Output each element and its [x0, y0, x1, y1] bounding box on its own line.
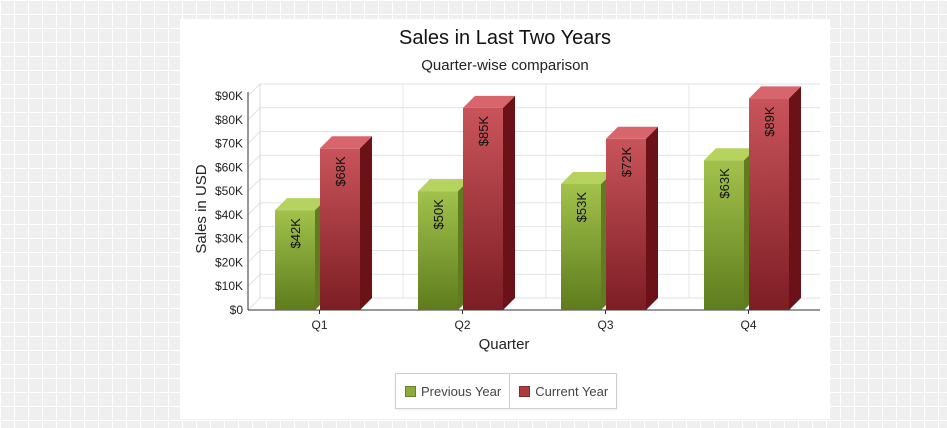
chart-title: Sales in Last Two Years	[399, 27, 611, 49]
bar-side	[789, 86, 801, 310]
grid-line-side	[247, 297, 261, 311]
y-axis-title: Sales in USD	[193, 164, 210, 253]
x-tick-label: Q1	[311, 318, 327, 332]
legend-swatch-previous-year	[405, 385, 416, 397]
y-tick-label: $10K	[215, 279, 243, 293]
grid-line-side	[247, 202, 261, 216]
bar-front	[749, 98, 789, 310]
bar-side	[503, 95, 515, 310]
bar-q2-previous-year: $50K	[418, 179, 470, 310]
bar-front	[463, 107, 503, 310]
grid-line-side	[247, 107, 261, 121]
legend-item-current-year[interactable]: Current Year	[509, 374, 616, 408]
y-tick-label: $80K	[215, 113, 243, 127]
legend: Previous Year Current Year	[395, 373, 618, 409]
y-tick-label: $90K	[215, 89, 243, 103]
bars: $42K $68K $50K $85K $53K $72K $63K $89K	[275, 86, 801, 310]
bar-q4-current-year: $89K	[749, 86, 801, 310]
y-tick-label: $60K	[215, 160, 243, 174]
data-label: $53K	[574, 192, 589, 223]
data-label: $72K	[619, 146, 634, 177]
bar-top	[749, 86, 801, 99]
grid-line-side	[247, 250, 261, 263]
bar-q4-previous-year: $63K	[704, 148, 756, 310]
data-label: $42K	[288, 218, 303, 249]
bar-front	[320, 148, 360, 310]
bar-q3-previous-year: $53K	[561, 171, 613, 310]
grid-line-side	[247, 226, 261, 240]
x-axis-ticks: Q1 Q2 Q3 Q4	[311, 310, 757, 332]
data-label: $89K	[762, 106, 777, 137]
legend-label-current-year: Current Year	[535, 383, 609, 399]
grid-line-side	[247, 273, 261, 287]
chart-subtitle: Quarter-wise comparison	[421, 57, 589, 74]
chart-panel: Sales in Last Two Years Quarter-wise com…	[180, 19, 830, 419]
bar-q1-current-year: $68K	[320, 136, 372, 310]
bar-side	[360, 136, 372, 310]
bar-top	[320, 136, 372, 149]
y-tick-label: $70K	[215, 137, 243, 151]
bar-top	[275, 198, 327, 211]
bar-front	[418, 191, 458, 310]
grid-line-side	[247, 154, 261, 168]
grid-line-side	[247, 83, 261, 97]
y-tick-label: $40K	[215, 208, 243, 222]
bar-front	[561, 183, 601, 310]
x-axis-title: Quarter	[479, 336, 530, 353]
bar-top	[418, 179, 470, 192]
x-tick-label: Q2	[454, 318, 470, 332]
bar-side	[646, 126, 658, 310]
y-tick-label: $30K	[215, 232, 243, 246]
grid-line-side	[247, 178, 261, 192]
x-tick-label: Q3	[597, 318, 613, 332]
y-tick-label: $50K	[215, 184, 243, 198]
legend-swatch-current-year	[519, 385, 531, 397]
legend-label-previous-year: Previous Year	[421, 383, 502, 399]
bar-q2-current-year: $85K	[463, 95, 515, 310]
legend-item-previous-year[interactable]: Previous Year	[396, 374, 509, 408]
bar-front	[606, 138, 646, 310]
bar-top	[606, 126, 658, 139]
bar-q1-previous-year: $42K	[275, 198, 327, 310]
y-tick-label: $0	[230, 303, 244, 317]
bar-top	[561, 171, 613, 184]
bar-top	[704, 148, 756, 161]
grid-line-side	[247, 131, 261, 144]
x-tick-label: Q4	[740, 318, 756, 332]
data-label: $68K	[333, 156, 348, 187]
data-label: $85K	[476, 116, 491, 147]
y-tick-label: $20K	[215, 255, 243, 269]
bar-top	[463, 95, 515, 108]
y-axis-ticks: $0 $10K $20K $30K $40K $50K $60K $70K $80K $90K	[215, 89, 243, 317]
data-label: $63K	[717, 168, 732, 199]
bar-q3-current-year: $72K	[606, 126, 658, 310]
bar-front	[704, 160, 744, 310]
chart: Sales in Last Two Years Quarter-wise com…	[193, 27, 820, 353]
bar-front	[275, 210, 315, 310]
data-label: $50K	[431, 199, 446, 230]
